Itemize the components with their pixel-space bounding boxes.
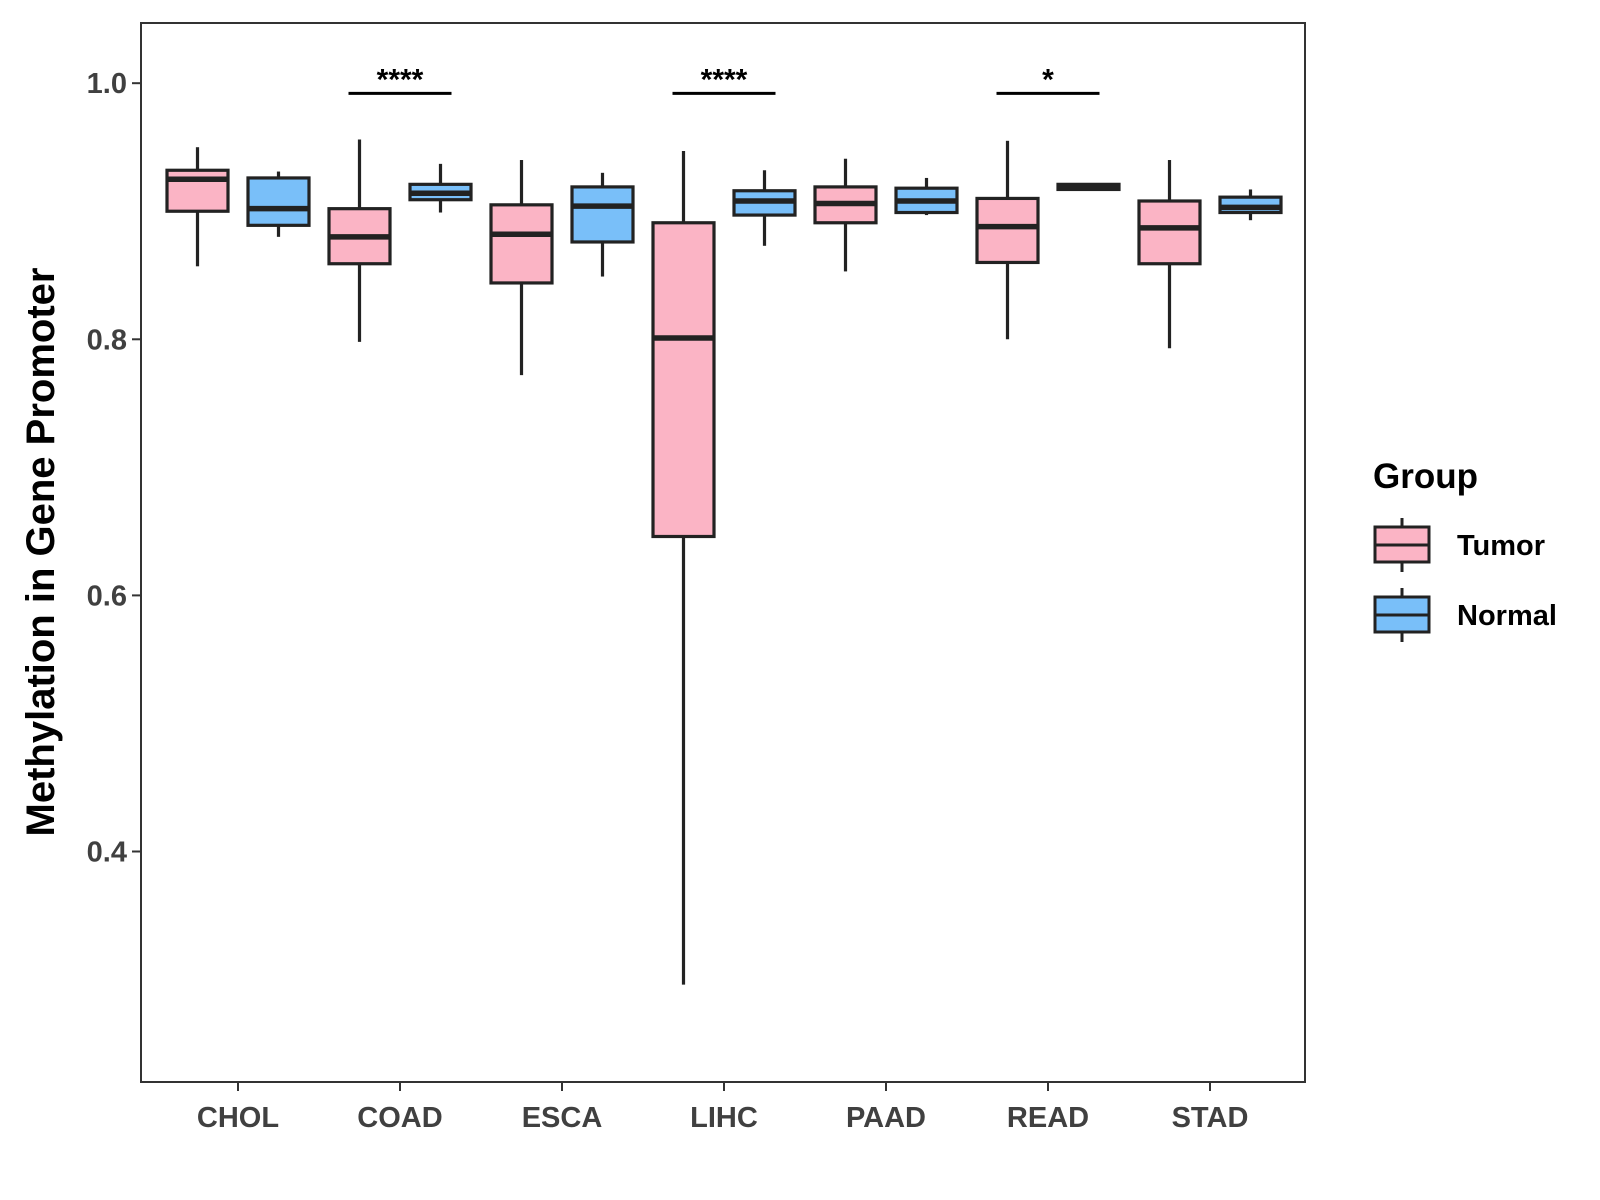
box-normal-esca — [570, 172, 635, 277]
x-tick-label-lihc: LIHC — [690, 1102, 758, 1134]
legend-label-normal: Normal — [1457, 600, 1557, 632]
box-tumor-chol — [165, 147, 230, 267]
legend-label-tumor: Tumor — [1457, 530, 1545, 562]
box-tumor-stad — [1137, 160, 1202, 349]
y-axis: 0.4 0.6 0.8 1.0 — [87, 68, 141, 869]
box-body — [651, 221, 716, 539]
x-tick-label-stad: STAD — [1172, 1102, 1249, 1134]
y-axis-title: Methylation in Gene Promoter — [19, 268, 63, 837]
box-body — [1137, 199, 1202, 266]
significance-label-coad: **** — [377, 63, 424, 96]
box-tumor-paad — [813, 158, 878, 272]
x-tick-label-coad: COAD — [357, 1102, 442, 1134]
significance-annotations: **** **** * — [348, 63, 1100, 96]
legend: Group Tumor Normal — [1373, 457, 1557, 642]
y-tick-label: 0.4 — [87, 837, 127, 869]
box-normal-coad — [408, 163, 473, 213]
box-tumor-coad — [327, 139, 392, 342]
box-body — [489, 203, 554, 285]
box-normal-paad — [894, 177, 959, 216]
legend-item-normal: Normal — [1373, 588, 1557, 642]
box-body — [975, 196, 1040, 265]
x-tick-label-esca: ESCA — [522, 1102, 603, 1134]
box-normal-chol — [246, 171, 311, 237]
x-tick-label-read: READ — [1007, 1102, 1089, 1134]
legend-item-tumor: Tumor — [1373, 518, 1545, 572]
x-tick-label-chol: CHOL — [197, 1102, 279, 1134]
y-tick-label: 0.8 — [87, 324, 127, 356]
x-tick-label-paad: PAAD — [846, 1102, 926, 1134]
box-tumor-lihc — [651, 151, 716, 985]
box-normal-read — [1056, 182, 1121, 192]
box-tumor-esca — [489, 160, 554, 376]
box-series — [165, 139, 1283, 985]
significance-label-lihc: **** — [701, 63, 748, 96]
y-tick-label: 0.6 — [87, 580, 127, 612]
box-body — [246, 176, 311, 227]
x-axis: CHOL COAD ESCA LIHC PAAD READ STAD — [197, 1082, 1248, 1134]
box-body — [165, 168, 230, 213]
significance-label-read: * — [1042, 63, 1054, 96]
box-normal-lihc — [732, 170, 797, 246]
box-body — [570, 185, 635, 244]
box-tumor-read — [975, 140, 1040, 340]
box-normal-stad — [1218, 189, 1283, 221]
y-tick-label: 1.0 — [87, 68, 127, 100]
legend-title: Group — [1373, 457, 1478, 496]
